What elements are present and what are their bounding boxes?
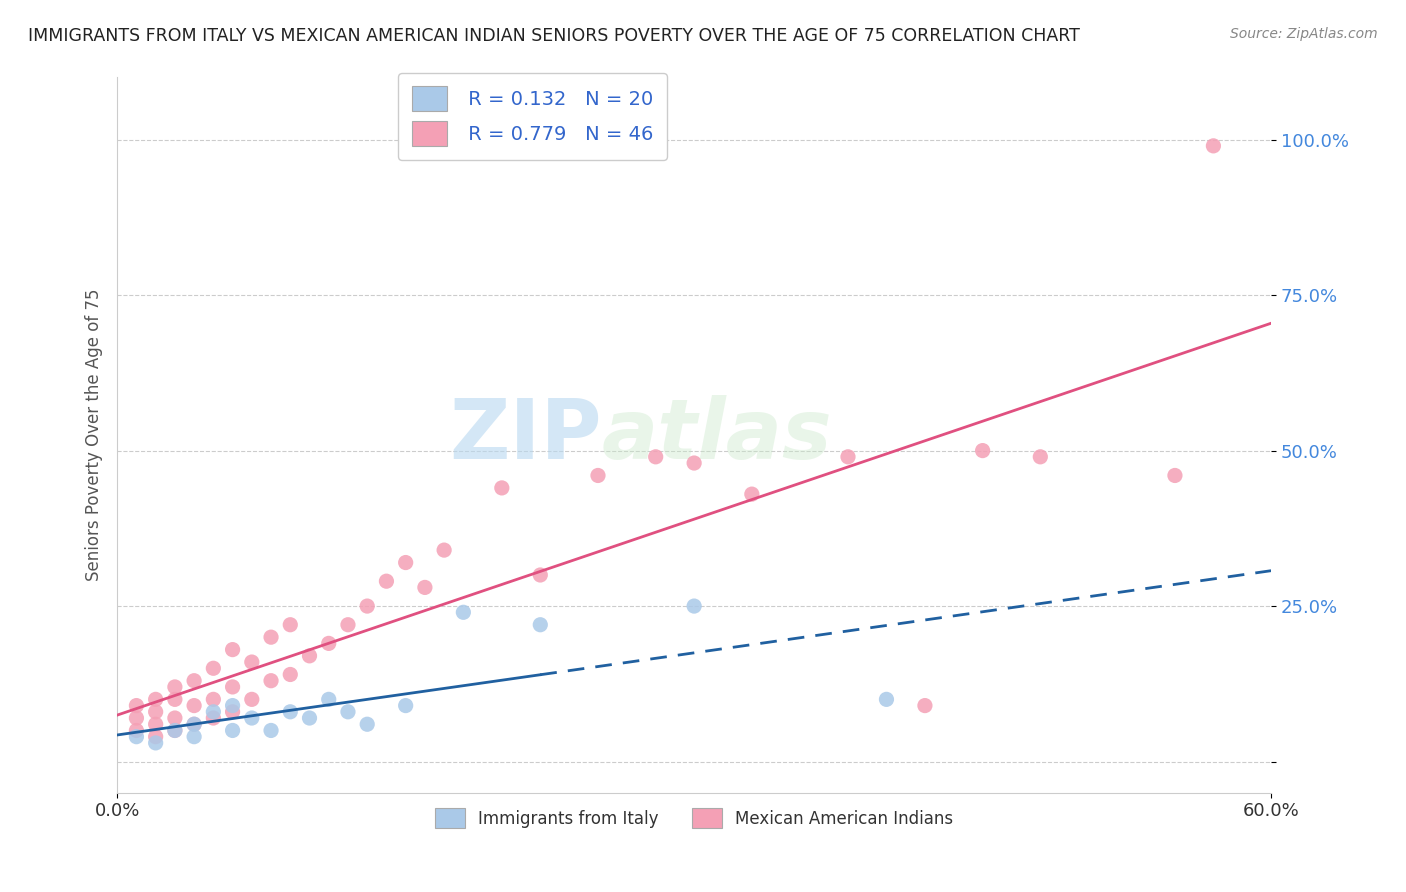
Text: IMMIGRANTS FROM ITALY VS MEXICAN AMERICAN INDIAN SENIORS POVERTY OVER THE AGE OF: IMMIGRANTS FROM ITALY VS MEXICAN AMERICA… xyxy=(28,27,1080,45)
Point xyxy=(221,723,243,738)
Point xyxy=(298,711,321,725)
Point xyxy=(125,698,148,713)
Point xyxy=(163,711,186,725)
Point xyxy=(1029,450,1052,464)
Point xyxy=(183,673,205,688)
Point xyxy=(318,692,340,706)
Point xyxy=(914,698,936,713)
Point xyxy=(644,450,666,464)
Point xyxy=(336,705,359,719)
Point xyxy=(837,450,859,464)
Point xyxy=(1164,468,1187,483)
Point xyxy=(260,673,283,688)
Text: Source: ZipAtlas.com: Source: ZipAtlas.com xyxy=(1230,27,1378,41)
Point xyxy=(145,736,167,750)
Point xyxy=(163,723,186,738)
Legend: Immigrants from Italy, Mexican American Indians: Immigrants from Italy, Mexican American … xyxy=(429,802,960,834)
Point xyxy=(336,617,359,632)
Point xyxy=(145,730,167,744)
Point xyxy=(278,705,301,719)
Point xyxy=(221,705,243,719)
Point xyxy=(453,605,475,619)
Point xyxy=(375,574,398,589)
Point xyxy=(125,730,148,744)
Y-axis label: Seniors Poverty Over the Age of 75: Seniors Poverty Over the Age of 75 xyxy=(86,289,103,582)
Point xyxy=(318,636,340,650)
Point xyxy=(183,698,205,713)
Point xyxy=(278,667,301,681)
Point xyxy=(183,717,205,731)
Text: atlas: atlas xyxy=(602,394,832,475)
Point xyxy=(163,692,186,706)
Point xyxy=(972,443,994,458)
Point xyxy=(356,599,378,613)
Point xyxy=(221,642,243,657)
Point xyxy=(145,705,167,719)
Point xyxy=(741,487,763,501)
Point xyxy=(221,680,243,694)
Point xyxy=(433,543,456,558)
Point xyxy=(491,481,513,495)
Point xyxy=(183,730,205,744)
Point xyxy=(260,630,283,644)
Point xyxy=(1202,139,1225,153)
Point xyxy=(260,723,283,738)
Point xyxy=(202,705,225,719)
Point xyxy=(202,692,225,706)
Point xyxy=(395,698,418,713)
Point xyxy=(395,556,418,570)
Point xyxy=(163,723,186,738)
Point xyxy=(529,568,551,582)
Point xyxy=(202,711,225,725)
Point xyxy=(683,456,706,470)
Text: ZIP: ZIP xyxy=(450,394,602,475)
Point xyxy=(240,692,263,706)
Point xyxy=(240,711,263,725)
Point xyxy=(298,648,321,663)
Point xyxy=(145,717,167,731)
Point xyxy=(145,692,167,706)
Point xyxy=(356,717,378,731)
Point xyxy=(125,723,148,738)
Point xyxy=(221,698,243,713)
Point xyxy=(586,468,609,483)
Point xyxy=(202,661,225,675)
Point xyxy=(125,711,148,725)
Point xyxy=(163,680,186,694)
Point xyxy=(183,717,205,731)
Point xyxy=(278,617,301,632)
Point xyxy=(683,599,706,613)
Point xyxy=(413,581,436,595)
Point xyxy=(529,617,551,632)
Point xyxy=(875,692,897,706)
Point xyxy=(240,655,263,669)
